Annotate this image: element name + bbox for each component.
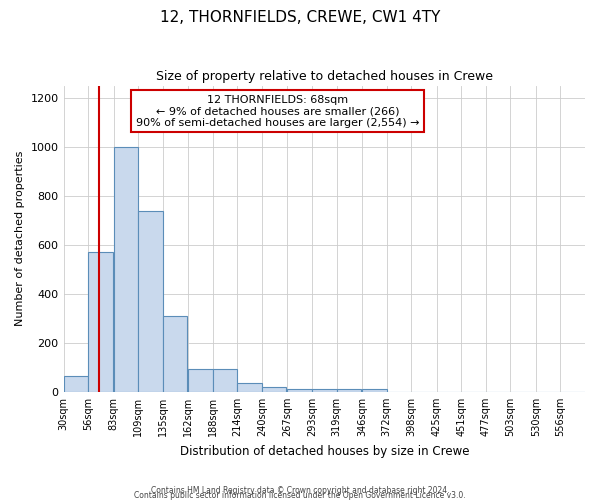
Bar [64, 376, 88, 392]
X-axis label: Distribution of detached houses by size in Crewe: Distribution of detached houses by size … [179, 444, 469, 458]
Bar [213, 368, 238, 392]
Bar [362, 390, 386, 392]
Y-axis label: Number of detached properties: Number of detached properties [15, 151, 25, 326]
Bar [188, 368, 213, 392]
Text: Contains HM Land Registry data © Crown copyright and database right 2024.: Contains HM Land Registry data © Crown c… [151, 486, 449, 495]
Bar [337, 390, 361, 392]
Bar [287, 390, 312, 392]
Bar [88, 252, 113, 392]
Text: Contains public sector information licensed under the Open Government Licence v3: Contains public sector information licen… [134, 491, 466, 500]
Title: Size of property relative to detached houses in Crewe: Size of property relative to detached ho… [156, 70, 493, 83]
Bar [238, 384, 262, 392]
Bar [163, 316, 187, 392]
Bar [262, 387, 286, 392]
Bar [138, 210, 163, 392]
Bar [312, 390, 337, 392]
Text: 12, THORNFIELDS, CREWE, CW1 4TY: 12, THORNFIELDS, CREWE, CW1 4TY [160, 10, 440, 25]
Text: 12 THORNFIELDS: 68sqm
← 9% of detached houses are smaller (266)
90% of semi-deta: 12 THORNFIELDS: 68sqm ← 9% of detached h… [136, 94, 419, 128]
Bar [113, 147, 138, 392]
